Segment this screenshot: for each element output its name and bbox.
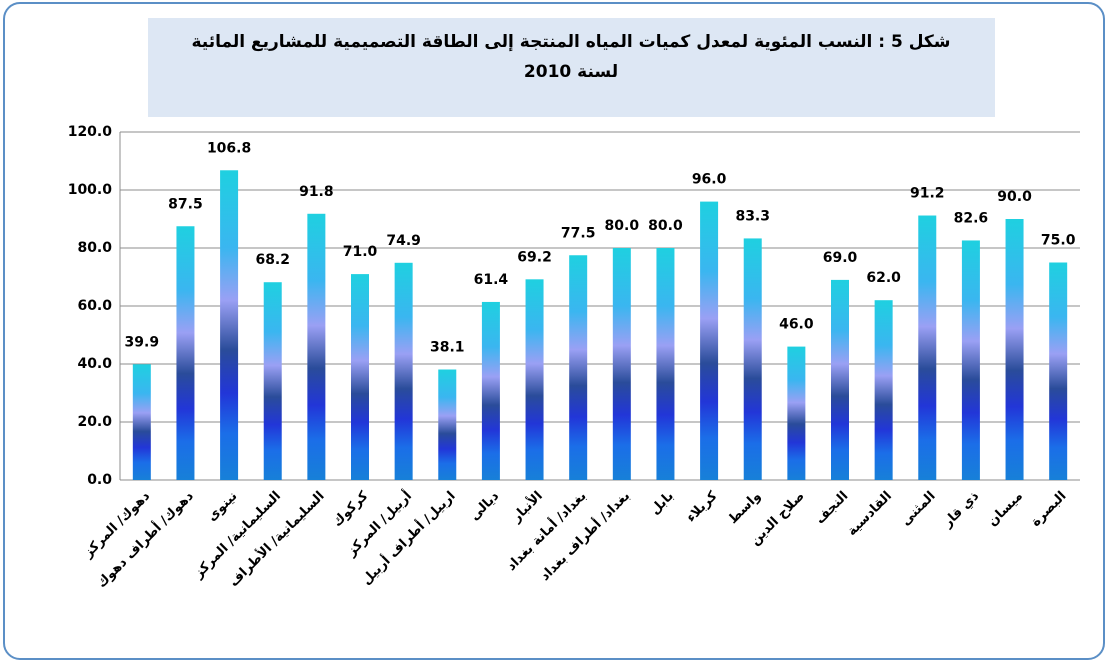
data-label: 83.3 [735,208,770,224]
y-tick-label: 0.0 [87,472,112,488]
bar [132,364,151,480]
data-label: 80.0 [605,218,640,234]
data-label: 106.8 [207,140,251,156]
bar [831,279,849,480]
data-label: 82.6 [954,210,989,226]
y-tick-label: 100.0 [68,182,113,198]
data-label: 90.0 [997,189,1032,205]
bar [787,346,806,480]
bar [394,262,413,480]
y-tick-label: 40.0 [77,356,112,372]
data-label: 91.2 [910,186,945,202]
data-label: 39.9 [125,334,160,350]
data-label: 96.0 [692,172,727,188]
y-tick-label: 120.0 [68,124,113,140]
y-tick-label: 80.0 [77,240,112,256]
bar [438,369,457,480]
bar [612,248,631,480]
bar [743,238,762,480]
bar [1049,262,1068,480]
data-label: 46.0 [779,317,814,333]
bar [918,215,937,480]
bar [1005,219,1024,480]
data-label: 77.5 [561,225,596,241]
data-label: 62.0 [866,270,901,286]
y-tick-label: 20.0 [77,414,112,430]
frame [3,2,1105,660]
data-label: 38.1 [430,340,465,356]
bar [656,248,675,480]
bar [176,226,195,480]
data-label: 61.4 [474,272,509,288]
bar [263,282,282,480]
chart-title: شكل 5 : النسب المئوية لمعدل كميات المياه… [191,32,950,52]
bar [481,301,500,480]
data-label: 68.2 [255,252,290,268]
data-label: 69.0 [823,250,858,266]
bar [569,255,588,480]
data-label: 74.9 [386,233,421,249]
y-tick-label: 60.0 [77,298,112,314]
bar [874,300,893,480]
data-label: 87.5 [168,196,203,212]
data-label: 80.0 [648,218,683,234]
data-label: 91.8 [299,184,334,200]
bar [220,170,239,480]
bar [961,240,980,480]
data-label: 75.0 [1041,233,1076,249]
data-label: 71.0 [343,244,378,260]
bar [700,201,719,480]
bar [525,279,544,480]
bar [351,274,369,480]
data-label: 69.2 [517,249,552,265]
chart-subtitle: لسنة 2010 [524,62,618,82]
bar [307,213,326,480]
title-box [148,18,995,117]
